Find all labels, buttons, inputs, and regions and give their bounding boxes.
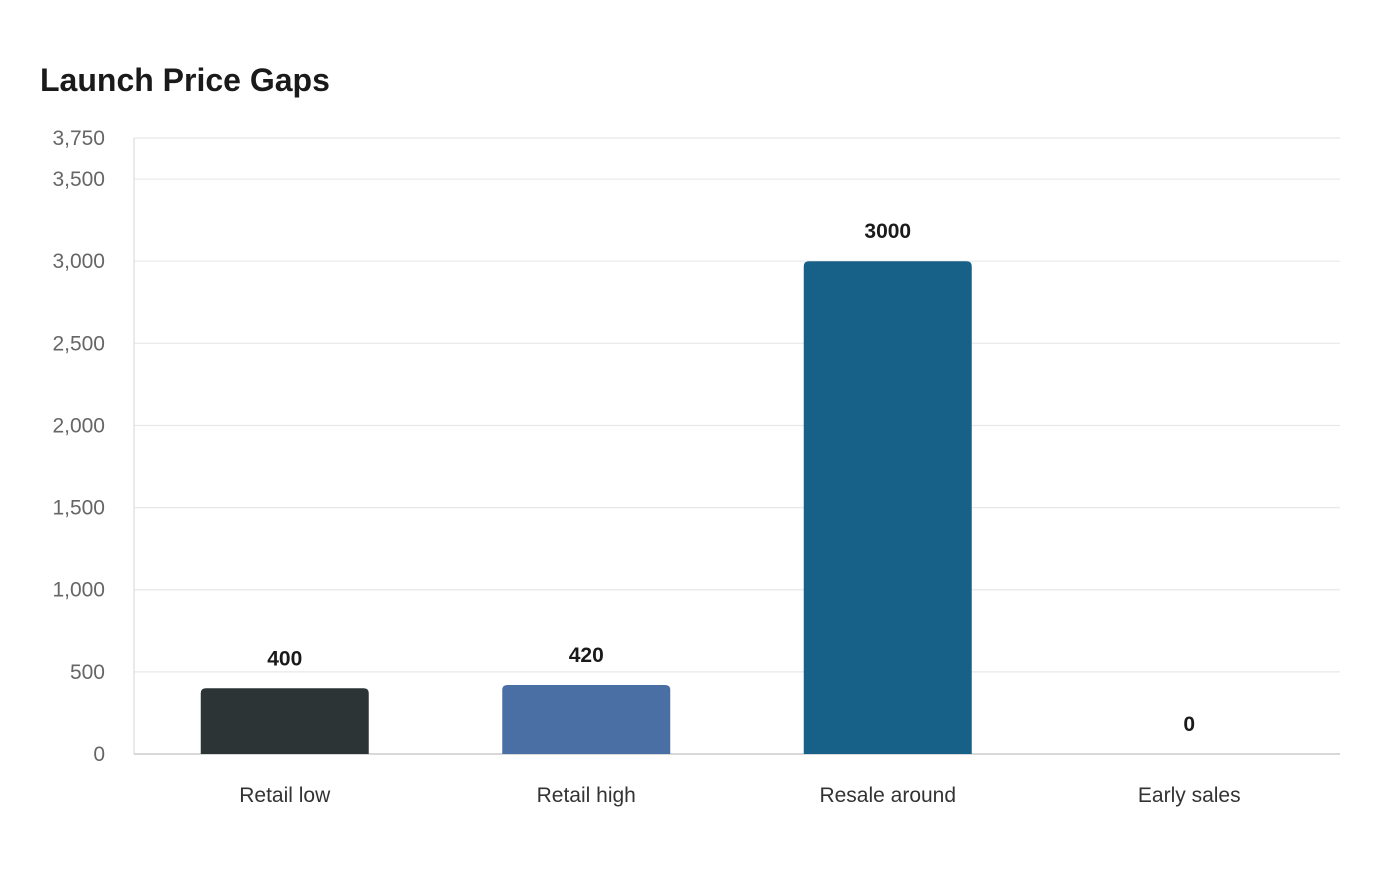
y-tick-label: 3,500 [52,168,105,191]
y-tick-label: 0 [93,743,105,766]
x-axis-ticks: Retail low Retail high Resale around Early … [239,784,1240,807]
data-label: 420 [569,644,604,667]
y-axis-ticks: 0 500 1,000 1,500 2,000 2,500 3,000 3,500 3,750 [52,127,105,766]
y-tick-label: 3,750 [52,127,105,150]
bars [200,261,972,754]
x-tick-label: Early sales [1138,784,1241,807]
x-tick-label: Resale around [819,784,956,807]
y-tick-label: 3,000 [52,250,105,273]
bar [502,685,671,754]
y-tick-label: 2,500 [52,332,105,355]
y-tick-label: 500 [70,661,105,684]
chart-title: Launch Price Gaps [40,62,330,98]
bar [803,261,972,754]
y-tick-label: 1,500 [52,497,105,520]
data-label: 0 [1183,713,1195,736]
gridlines [134,137,1340,673]
bar [200,688,369,754]
y-tick-label: 2,000 [52,414,105,437]
axes [133,138,1340,755]
data-labels: 400 420 3000 0 [267,220,1195,736]
data-label: 400 [267,647,302,670]
x-tick-label: Retail high [537,784,636,807]
x-tick-label: Retail low [239,784,331,807]
y-tick-label: 1,000 [52,579,105,602]
data-label: 3000 [864,220,911,243]
